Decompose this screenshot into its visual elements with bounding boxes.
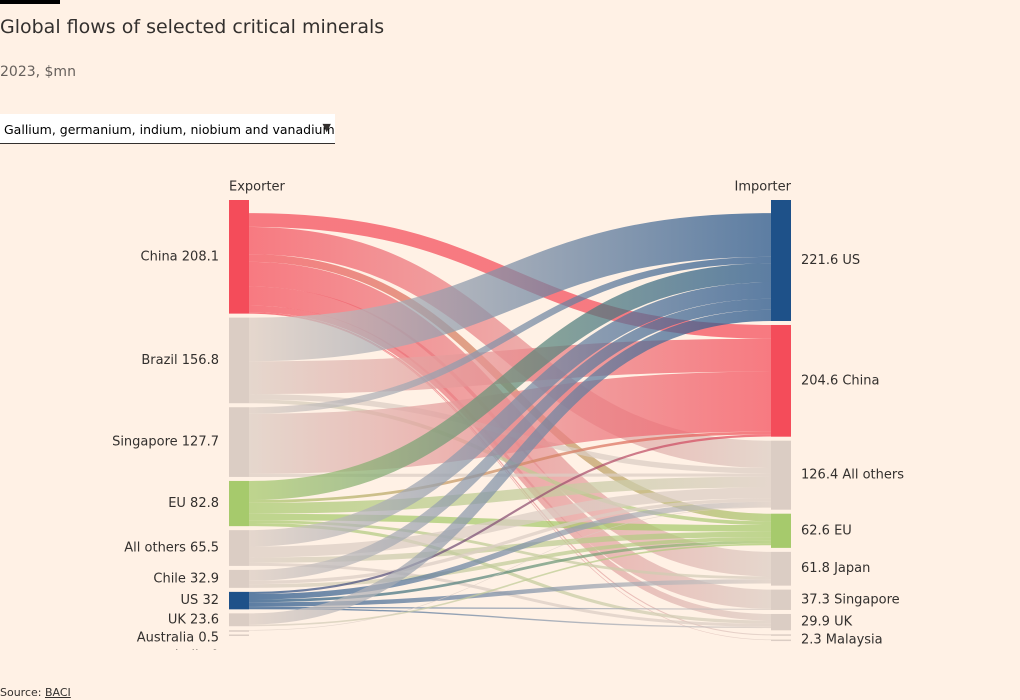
triangle-down-icon: ▼ [322, 121, 331, 134]
flow-china-to-all-others [248, 226, 772, 468]
exporter-node-chile [229, 569, 249, 588]
chart-subtitle: 2023, $mn [0, 64, 76, 80]
flow-chile-to-eu [248, 537, 772, 588]
importer-node-all-others [771, 440, 791, 510]
mineral-select-value: Gallium, germanium, indium, niobium and … [4, 122, 335, 137]
exporter-label-china: China 208.1 [141, 249, 219, 264]
flow-all-others-to-us [248, 282, 772, 547]
importer-node-eu [771, 513, 791, 548]
exporter-label-eu: EU 82.8 [168, 496, 219, 511]
flow-australia-to-all-others [248, 506, 772, 631]
exporter-node-australia [229, 630, 249, 632]
flow-chile-to-all-others [248, 498, 772, 585]
flow-us-to-uk [248, 607, 772, 629]
mineral-select[interactable]: Gallium, germanium, indium, niobium and … [0, 114, 335, 144]
flow-eu-to-all-others [248, 476, 772, 514]
importer-label-uk: 29.9 UK [801, 615, 853, 630]
source-note: Source: BACI [0, 686, 71, 699]
source-link[interactable]: BACI [44, 686, 71, 699]
exporter-label-chile: Chile 32.9 [153, 571, 219, 586]
importer-node-japan [771, 551, 791, 586]
importer-node-uk [771, 613, 791, 631]
flow-us-to-china [248, 434, 772, 595]
flow-singapore-to-us [248, 256, 772, 414]
flow-chile-to-us [248, 298, 772, 581]
exporter-label-singapore: Singapore 127.7 [112, 435, 219, 450]
chart-title: Global flows of selected critical minera… [0, 16, 385, 38]
sankey-labels: China 208.1 Brazil 156.8 Singapore 127.7 EU… [112, 180, 904, 651]
exporter-node-all-others [229, 530, 249, 566]
importer-label-china: 204.6 China [801, 373, 879, 388]
flow-us-to-all-others [248, 501, 772, 600]
exporter-node-uk [229, 613, 249, 627]
exporter-label-us: US 32 [181, 593, 219, 608]
exporter-label-australia: Australia 0.5 [137, 630, 219, 645]
importer-column-header: Importer [735, 180, 792, 195]
importer-label-all-others: 126.4 All others [801, 468, 904, 483]
importer-label-japan: 61.8 Japan [801, 561, 870, 576]
brand-top-bar [0, 0, 60, 4]
source-label: Source: [0, 686, 45, 699]
exporter-node-brazil [229, 317, 249, 404]
exporter-node-us [229, 591, 249, 610]
sankey-links [248, 200, 772, 641]
sankey-chart: China 208.1 Brazil 156.8 Singapore 127.7 EU… [112, 180, 904, 651]
exporter-node-singapore [229, 407, 249, 477]
sankey-nodes [229, 200, 791, 642]
importer-label-eu: 62.6 EU [801, 523, 852, 538]
flow-all-others-to-all-others [248, 487, 772, 558]
exporter-node-india [229, 634, 249, 637]
flow-eu-to-us [248, 263, 772, 501]
exporter-label-uk: UK 23.6 [168, 612, 219, 627]
importer-label-malaysia: 2.3 Malaysia [801, 633, 883, 648]
importer-node-singapore [771, 589, 791, 610]
flow-brazil-to-china [248, 338, 772, 395]
flow-uk-to-eu [248, 543, 772, 627]
flow-uk-to-us [248, 309, 772, 625]
importer-node-thailand [771, 639, 791, 642]
importer-node-us [771, 200, 791, 321]
exporter-label-all-others: All others 65.5 [124, 541, 219, 556]
importer-node-china [771, 324, 791, 437]
exporter-node-china [229, 200, 249, 314]
importer-node-malaysia [771, 634, 791, 636]
exporter-label-brazil: Brazil 156.8 [141, 353, 219, 368]
exporter-node-eu [229, 480, 249, 527]
exporter-column-header: Exporter [229, 180, 286, 195]
flow-brazil-to-us [248, 213, 772, 362]
exporter-label-india: India 0 [175, 648, 219, 650]
importer-label-us: 221.6 US [801, 253, 860, 268]
importer-label-singapore: 37.3 Singapore [801, 592, 900, 607]
